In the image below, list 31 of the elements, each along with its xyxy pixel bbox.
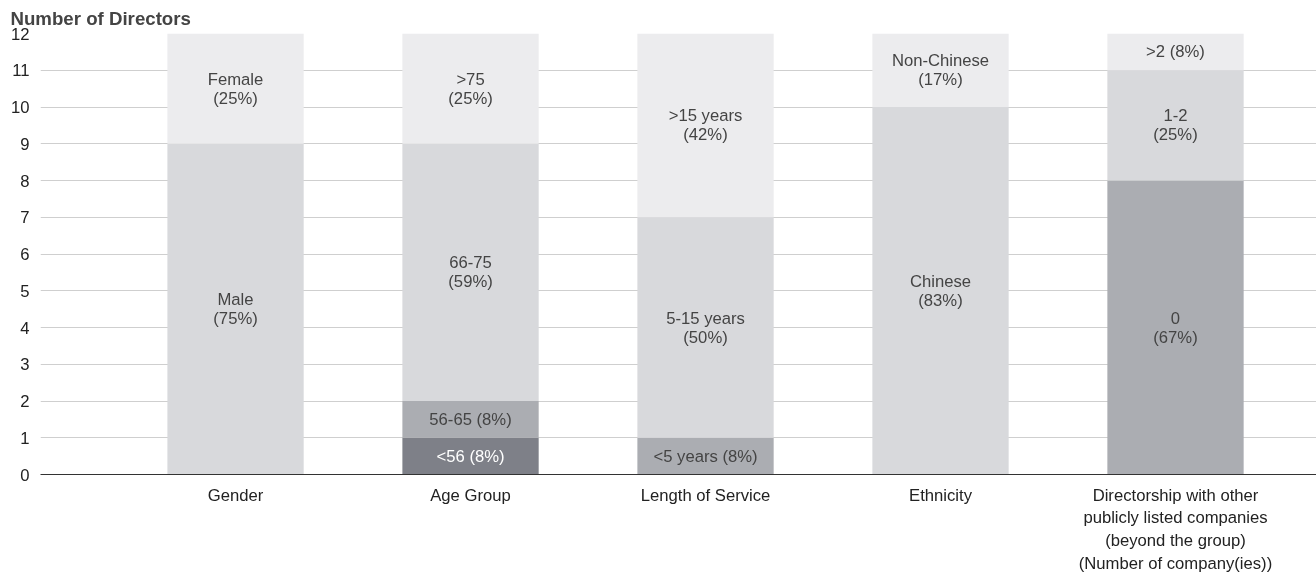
y-tick-label: 11 <box>12 61 30 81</box>
y-tick-label: 6 <box>20 245 30 264</box>
y-tick-label: 9 <box>20 134 30 154</box>
series-label: 0 (67%) <box>1153 308 1198 347</box>
series-label: <56 (8%) <box>436 446 505 466</box>
series-label: >2 (8%) <box>1146 42 1205 62</box>
x-tick-label: Directorship with other publicly listed companies (beyond the group) (Number of company(ies)) <box>1078 485 1273 573</box>
x-tick-label: Gender <box>207 485 264 505</box>
series-label: 5-15 years (50%) <box>666 308 745 347</box>
series-label: Female (25%) <box>207 69 264 108</box>
y-tick-label: 0 <box>20 465 30 485</box>
series-label: Male (75%) <box>213 290 258 329</box>
series-label: 56-65 (8%) <box>429 409 512 429</box>
series-label: <5 years (8%) <box>653 446 758 466</box>
series-label: Non-Chinese (17%) <box>891 51 990 90</box>
series-label: 1-2 (25%) <box>1153 106 1198 145</box>
series-label: Chinese (83%) <box>909 271 972 310</box>
x-tick-label: Length of Service <box>640 485 771 505</box>
series-label: >15 years (42%) <box>668 106 743 145</box>
y-tick-label: 1 <box>20 428 30 448</box>
y-tick-label: 2 <box>20 392 30 411</box>
series-label: 66-75 (59%) <box>448 253 493 292</box>
y-tick-label: 7 <box>20 208 30 228</box>
y-tick-label: 3 <box>20 355 30 375</box>
x-tick-label: Ethnicity <box>909 485 973 505</box>
y-tick-label: 8 <box>20 171 30 191</box>
series-label: >75 (25%) <box>448 69 493 108</box>
x-tick-label: Age Group <box>430 485 511 505</box>
y-tick-label: 10 <box>10 98 30 117</box>
y-tick-label: 5 <box>20 281 30 301</box>
y-tick-label: 4 <box>20 318 30 338</box>
